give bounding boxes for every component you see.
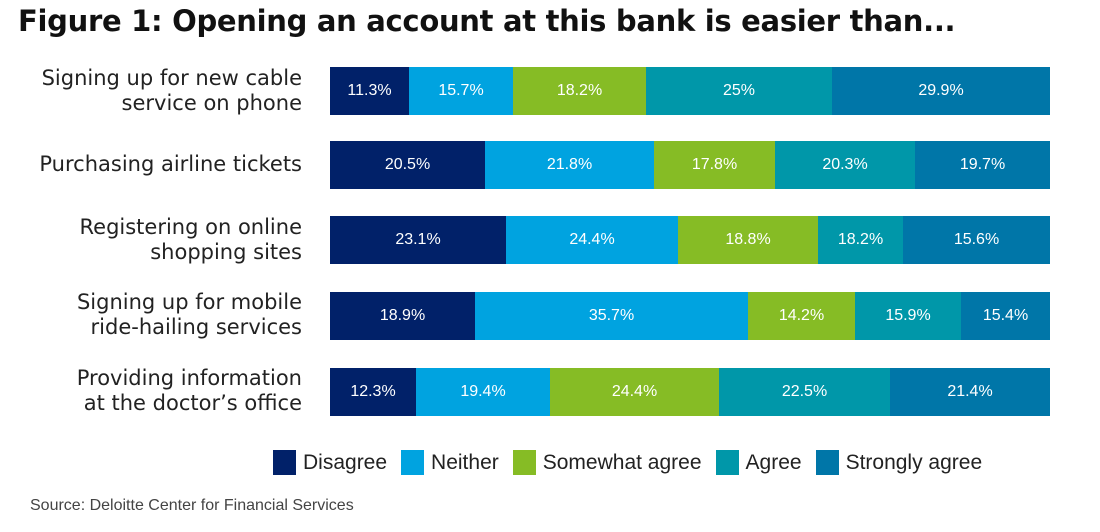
legend-swatch-icon <box>815 450 839 475</box>
bar-segment-agree: 22.5% <box>719 368 890 416</box>
bar-segment-strongly-agree: 19.7% <box>915 141 1050 189</box>
bar-segment-agree: 15.9% <box>855 292 961 340</box>
legend-swatch-icon <box>401 450 425 475</box>
legend-label: Neither <box>431 450 499 474</box>
legend-label: Somewhat agree <box>542 450 702 474</box>
bar-segment-somewhat-agree: 18.8% <box>678 216 818 264</box>
bar-segment-disagree: 20.5% <box>330 141 485 189</box>
bar-segment-agree: 25% <box>646 67 832 115</box>
bar-segment-neither: 19.4% <box>416 368 550 416</box>
category-label: Signing up for mobile ride-hailing servi… <box>76 290 302 339</box>
stacked-bar: 23.1% 24.4% 18.8% 18.2% 15.6% <box>330 216 1050 264</box>
bar-segment-disagree: 18.9% <box>330 292 475 340</box>
legend-item: Neither <box>401 450 499 475</box>
bar-segment-somewhat-agree: 17.8% <box>654 141 775 189</box>
bar-segment-agree: 18.2% <box>818 216 903 264</box>
bar-segment-disagree: 11.3% <box>330 67 409 115</box>
bar-segment-neither: 35.7% <box>475 292 748 340</box>
bar-segment-strongly-agree: 15.6% <box>903 216 1050 264</box>
legend-swatch-icon <box>273 450 296 475</box>
category-label: Providing information at the doctor’s of… <box>76 366 302 415</box>
category-label: Signing up for new cable service on phon… <box>41 66 302 115</box>
chart-legend: Disagree Neither Somewhat agree Agree Strong… <box>273 450 996 475</box>
legend-swatch-icon <box>512 450 536 475</box>
bar-segment-strongly-agree: 21.4% <box>890 368 1050 416</box>
legend-item: Agree <box>715 450 802 475</box>
bar-segment-neither: 21.8% <box>485 141 654 189</box>
legend-item: Somewhat agree <box>512 450 702 475</box>
legend-item: Strongly agree <box>815 450 983 475</box>
category-label: Registering on online shopping sites <box>79 215 303 264</box>
stacked-bar: 18.9% 35.7% 14.2% 15.9% 15.4% <box>330 292 1050 340</box>
bar-segment-somewhat-agree: 14.2% <box>748 292 855 340</box>
stacked-bar: 20.5% 21.8% 17.8% 20.3% 19.7% <box>330 141 1050 189</box>
bar-segment-somewhat-agree: 18.2% <box>513 67 646 115</box>
legend-swatch-icon <box>715 450 739 475</box>
bar-segment-disagree: 23.1% <box>330 216 506 264</box>
stacked-bar: 12.3% 19.4% 24.4% 22.5% 21.4% <box>330 368 1050 416</box>
category-label: Purchasing airline tickets <box>39 152 302 176</box>
stacked-bar: 11.3% 15.7% 18.2% 25% 29.9% <box>330 67 1050 115</box>
bar-segment-somewhat-agree: 24.4% <box>550 368 719 416</box>
chart-title: Figure 1: Opening an account at this ban… <box>18 4 956 38</box>
legend-label: Disagree <box>303 450 388 474</box>
bar-segment-strongly-agree: 29.9% <box>832 67 1050 115</box>
source-note: Source: Deloitte Center for Financial Se… <box>30 497 354 514</box>
legend-label: Agree <box>745 450 802 474</box>
legend-label: Strongly agree <box>845 450 983 474</box>
bar-segment-agree: 20.3% <box>775 141 915 189</box>
bar-segment-neither: 15.7% <box>409 67 513 115</box>
bar-segment-strongly-agree: 15.4% <box>961 292 1050 340</box>
legend-item: Disagree <box>273 450 387 475</box>
bar-segment-neither: 24.4% <box>506 216 678 264</box>
bar-segment-disagree: 12.3% <box>330 368 416 416</box>
